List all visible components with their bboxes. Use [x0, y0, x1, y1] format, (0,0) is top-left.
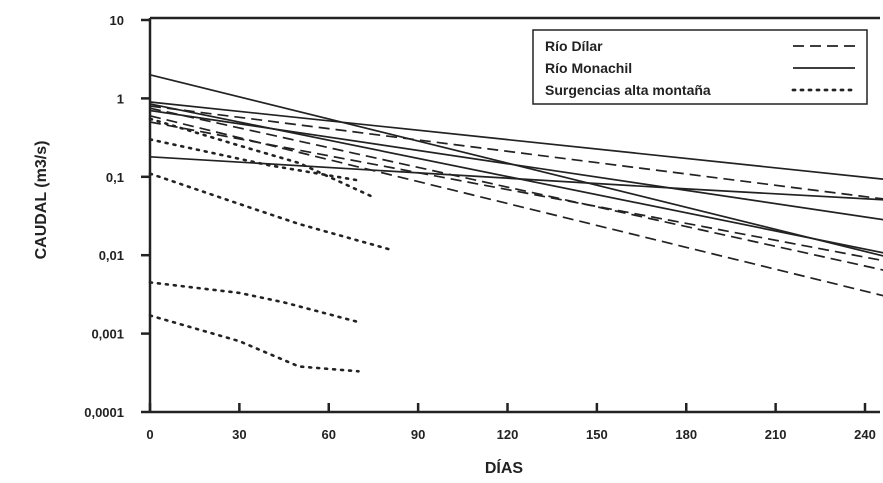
x-tick-label: 210	[765, 427, 787, 442]
series-line-1	[149, 105, 883, 200]
legend-label: Río Dílar	[545, 38, 603, 54]
series-line-14	[148, 314, 360, 373]
series-line-13	[148, 281, 360, 324]
x-tick-label: 120	[497, 427, 519, 442]
legend-label: Río Monachil	[545, 60, 632, 76]
x-tick-label: 30	[232, 427, 246, 442]
y-tick-label: 0,001	[91, 327, 124, 342]
x-tick-label: 90	[411, 427, 425, 442]
legend: Río Dílar Río Monachil Surgencias alta mon…	[532, 29, 868, 105]
x-tick-label: 180	[675, 427, 697, 442]
y-tick-label: 0,0001	[84, 405, 124, 420]
y-tick-label: 0,01	[99, 248, 124, 263]
series-line-6	[149, 101, 883, 181]
axes	[148, 16, 880, 414]
y-tick-label: 10	[110, 13, 124, 28]
y-axis-title: CAUDAL (m3/s)	[33, 141, 50, 260]
series-line-9	[149, 155, 883, 201]
legend-label: Surgencias alta montaña	[545, 82, 711, 98]
y-tick-label: 0,1	[106, 170, 124, 185]
series-line-8	[149, 109, 883, 221]
x-tick-label: 240	[854, 427, 876, 442]
x-axis-title: DÍAS	[485, 458, 524, 477]
plot-lines	[148, 73, 883, 373]
series-line-11	[148, 138, 360, 182]
y-tick-label: 1	[117, 91, 124, 106]
series-line-4	[149, 121, 883, 262]
x-ticks: 0 30 60 90 120 150 180 210 240	[146, 403, 876, 442]
series-line-2	[149, 107, 883, 271]
y-ticks: 10 1 0,1 0,01 0,001 0,0001	[84, 13, 150, 420]
series-line-12	[148, 172, 390, 251]
x-tick-label: 60	[322, 427, 336, 442]
x-tick-label: 0	[146, 427, 153, 442]
x-tick-label: 150	[586, 427, 608, 442]
legend-box	[532, 29, 868, 105]
